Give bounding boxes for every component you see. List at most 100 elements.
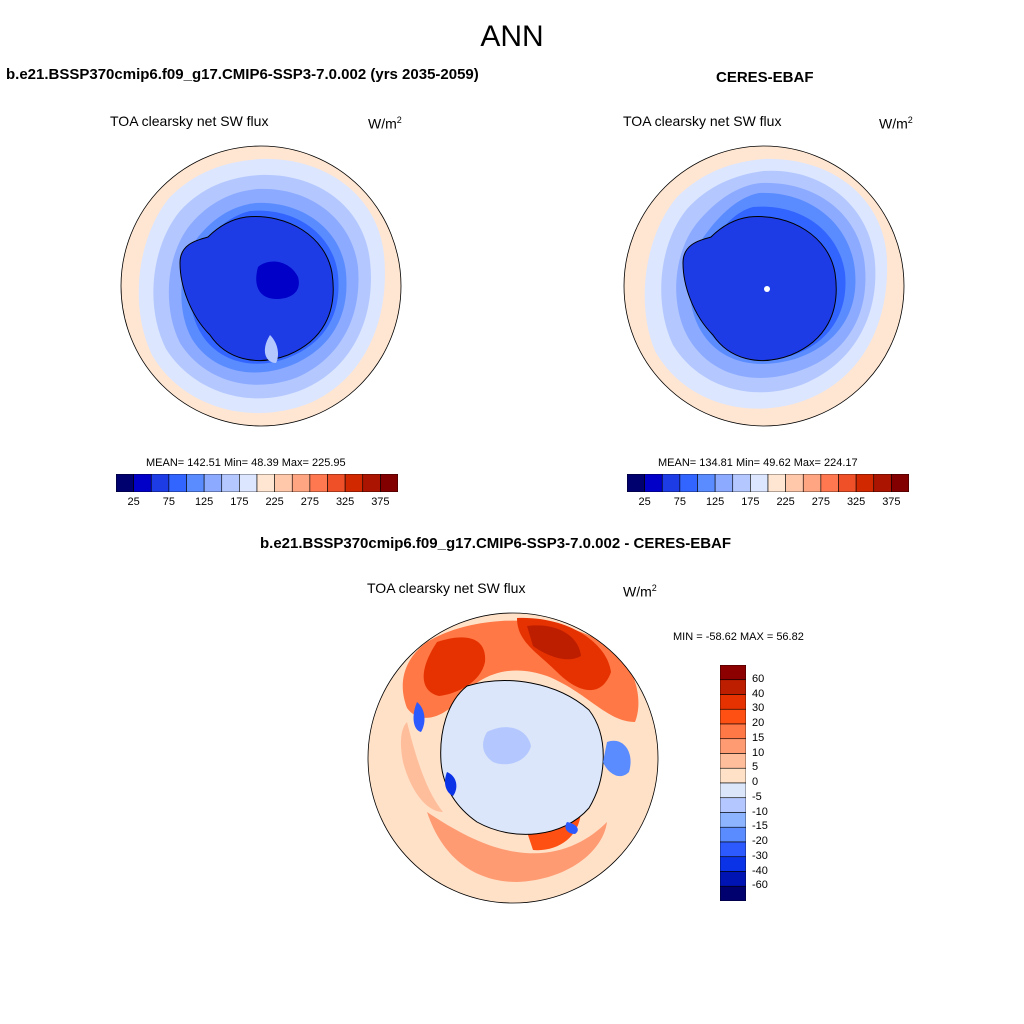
left-colorbar-labels: 25 75 125 175 225 275 325 375 bbox=[116, 496, 398, 510]
colorbar-label: 175 bbox=[230, 496, 249, 508]
colorbar-swatch bbox=[168, 474, 187, 492]
colorbar-swatch bbox=[720, 723, 746, 740]
colorbar-swatch bbox=[820, 474, 839, 492]
diff-colorbar bbox=[720, 665, 746, 901]
right-polar-map bbox=[623, 145, 905, 427]
colorbar-label: -15 bbox=[752, 820, 768, 833]
left-case-title: b.e21.BSSP370cmip6.f09_g17.CMIP6-SSP3-7.… bbox=[6, 66, 479, 83]
colorbar-swatch bbox=[720, 782, 746, 799]
colorbar-label: 5 bbox=[752, 761, 759, 774]
colorbar-swatch bbox=[720, 753, 746, 769]
colorbar-label: 20 bbox=[752, 717, 765, 729]
colorbar-swatch bbox=[380, 474, 398, 492]
colorbar-swatch bbox=[720, 841, 746, 858]
colorbar-label: 10 bbox=[752, 746, 765, 759]
colorbar-swatch bbox=[697, 474, 716, 492]
colorbar-swatch bbox=[239, 474, 258, 492]
colorbar-swatch bbox=[891, 474, 909, 492]
colorbar-swatch bbox=[720, 694, 746, 710]
diff-units: W/m2 bbox=[623, 583, 657, 600]
colorbar-label: 375 bbox=[371, 496, 390, 508]
right-units: W/m2 bbox=[879, 115, 913, 132]
colorbar-swatch bbox=[327, 474, 346, 492]
colorbar-swatch bbox=[785, 474, 804, 492]
colorbar-swatch bbox=[720, 826, 746, 843]
left-polar-map bbox=[120, 145, 402, 427]
diff-polar-map bbox=[367, 612, 659, 904]
colorbar-label: 275 bbox=[300, 496, 320, 508]
colorbar-swatch bbox=[116, 474, 134, 492]
colorbar-swatch bbox=[750, 474, 769, 492]
colorbar-swatch bbox=[291, 474, 311, 492]
left-colorbar bbox=[116, 474, 398, 492]
colorbar-label: 40 bbox=[752, 687, 765, 700]
right-colorbar-labels: 25 75 125 175 225 275 325 375 bbox=[627, 496, 909, 510]
colorbar-swatch bbox=[720, 871, 746, 887]
colorbar-swatch bbox=[679, 474, 698, 492]
colorbar-swatch bbox=[720, 797, 746, 813]
colorbar-swatch bbox=[720, 767, 746, 784]
colorbar-swatch bbox=[221, 474, 240, 492]
colorbar-label: 125 bbox=[194, 496, 214, 508]
colorbar-label: 60 bbox=[752, 672, 765, 685]
right-colorbar bbox=[627, 474, 909, 492]
colorbar-label: -60 bbox=[752, 879, 768, 892]
colorbar-swatch bbox=[732, 474, 751, 492]
colorbar-label: 225 bbox=[776, 496, 795, 508]
colorbar-swatch bbox=[873, 474, 892, 492]
colorbar-swatch bbox=[720, 665, 746, 681]
colorbar-swatch bbox=[720, 812, 746, 828]
colorbar-swatch bbox=[644, 474, 663, 492]
colorbar-label: 30 bbox=[752, 702, 765, 715]
diff-case-title: b.e21.BSSP370cmip6.f09_g17.CMIP6-SSP3-7.… bbox=[260, 535, 732, 552]
colorbar-swatch bbox=[186, 474, 205, 492]
colorbar-label: 375 bbox=[882, 496, 901, 508]
colorbar-label: -20 bbox=[752, 835, 768, 847]
colorbar-swatch bbox=[362, 474, 381, 492]
colorbar-swatch bbox=[720, 885, 746, 901]
diff-variable-title: TOA clearsky net SW flux bbox=[367, 580, 526, 596]
colorbar-swatch bbox=[256, 474, 275, 492]
colorbar-label: -10 bbox=[752, 805, 768, 818]
colorbar-label: 175 bbox=[741, 496, 760, 508]
colorbar-swatch bbox=[309, 474, 328, 492]
right-case-title: CERES-EBAF bbox=[716, 69, 814, 86]
colorbar-label: -30 bbox=[752, 849, 768, 862]
colorbar-swatch bbox=[720, 738, 746, 754]
colorbar-label: 225 bbox=[265, 496, 284, 508]
right-variable-title: TOA clearsky net SW flux bbox=[623, 113, 782, 129]
colorbar-swatch bbox=[627, 474, 645, 492]
colorbar-swatch bbox=[344, 474, 364, 492]
colorbar-swatch bbox=[203, 474, 223, 492]
colorbar-swatch bbox=[133, 474, 152, 492]
diff-stats: MIN = -58.62 MAX = 56.82 bbox=[673, 631, 804, 643]
colorbar-swatch bbox=[720, 679, 746, 695]
colorbar-label: 325 bbox=[846, 496, 866, 508]
main-title: ANN bbox=[480, 20, 544, 53]
colorbar-label: 25 bbox=[127, 496, 140, 508]
colorbar-label: 25 bbox=[638, 496, 651, 508]
colorbar-swatch bbox=[855, 474, 875, 492]
colorbar-swatch bbox=[661, 474, 681, 492]
colorbar-swatch bbox=[720, 708, 746, 725]
colorbar-swatch bbox=[720, 856, 746, 872]
colorbar-label: -5 bbox=[752, 790, 762, 803]
colorbar-swatch bbox=[802, 474, 822, 492]
colorbar-label: 75 bbox=[673, 496, 686, 508]
colorbar-swatch bbox=[838, 474, 857, 492]
right-stats: MEAN= 134.81 Min= 49.62 Max= 224.17 bbox=[658, 457, 858, 469]
colorbar-label: 125 bbox=[705, 496, 725, 508]
left-variable-title: TOA clearsky net SW flux bbox=[110, 113, 269, 129]
colorbar-label: 275 bbox=[811, 496, 831, 508]
left-units: W/m2 bbox=[368, 115, 402, 132]
colorbar-swatch bbox=[274, 474, 293, 492]
left-stats: MEAN= 142.51 Min= 48.39 Max= 225.95 bbox=[146, 457, 346, 469]
colorbar-label: -40 bbox=[752, 864, 768, 877]
colorbar-label: 75 bbox=[162, 496, 175, 508]
colorbar-swatch bbox=[714, 474, 734, 492]
colorbar-label: 15 bbox=[752, 731, 765, 744]
diff-colorbar-labels: 60 40 30 20 15 10 5 0 -5 -10 -15 -20 -30 -40 -60 bbox=[752, 665, 792, 901]
colorbar-label: 325 bbox=[335, 496, 355, 508]
colorbar-label: 0 bbox=[752, 776, 759, 788]
colorbar-swatch bbox=[767, 474, 786, 492]
